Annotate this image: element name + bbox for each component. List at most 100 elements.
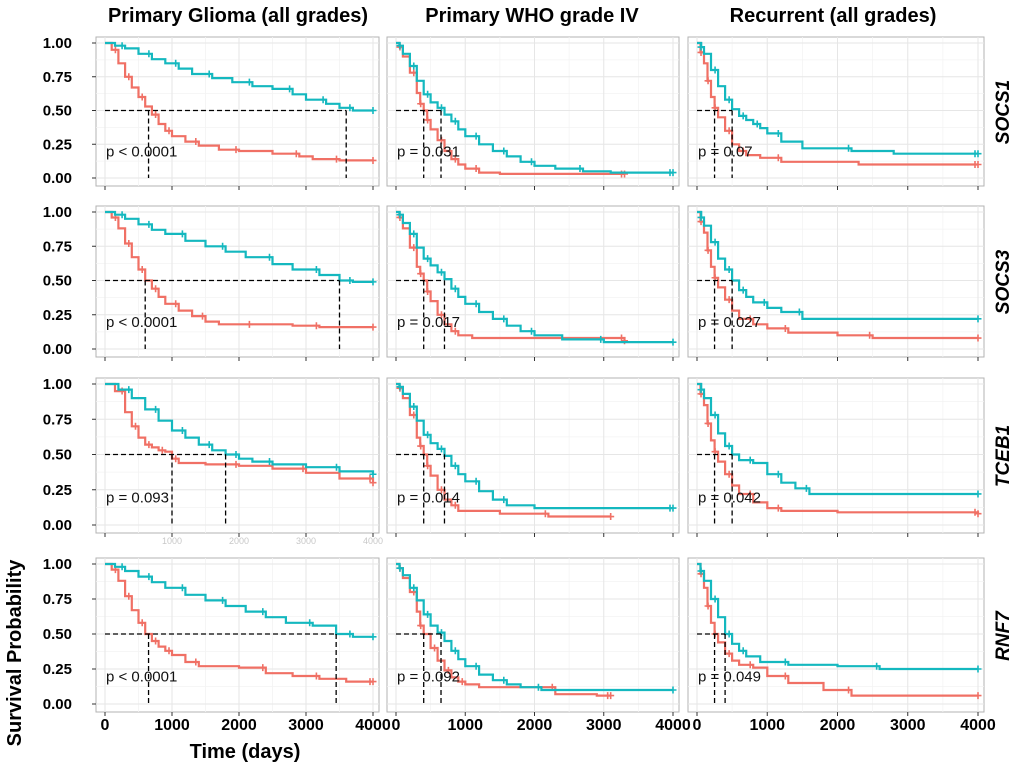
y-tick-label: 0.50	[43, 626, 72, 643]
censor-mark-high	[369, 278, 377, 286]
censor-mark-low	[704, 77, 712, 85]
p-value-label: p = 0.049	[698, 669, 761, 686]
censor-mark-high	[205, 441, 213, 449]
censor-mark-high	[725, 442, 733, 450]
y-tick-label: 1.00	[43, 376, 72, 393]
censor-mark-low	[739, 147, 747, 155]
panel-socs1-recurrent: p = 0.07	[687, 36, 985, 190]
censor-mark-low	[472, 165, 480, 173]
censor-mark-high	[178, 427, 186, 435]
censor-mark-high	[472, 662, 480, 670]
y-axis-label: Survival Probability	[4, 559, 26, 747]
p-value-label: p = 0.027	[698, 314, 761, 331]
x-tick-label: 3000	[890, 717, 926, 734]
censor-mark-high	[346, 104, 354, 112]
censor-mark-high	[472, 477, 480, 485]
y-tick-label: 0.75	[43, 69, 72, 86]
censor-mark-high	[333, 463, 340, 471]
censor-mark-high	[219, 596, 227, 604]
y-tick-label: 1.00	[43, 204, 72, 221]
censor-mark-high	[669, 686, 677, 694]
censor-mark-high	[259, 608, 267, 616]
x-tick-label: 2000	[221, 717, 257, 734]
censor-mark-high	[312, 266, 320, 274]
censor-mark-low	[781, 672, 789, 680]
censor-mark-high	[472, 300, 480, 308]
x-tick-label: 0	[693, 717, 702, 734]
censor-mark-low	[607, 692, 615, 700]
censor-mark-low	[424, 116, 432, 124]
censor-mark-high	[528, 327, 535, 335]
censor-mark-high	[437, 445, 445, 453]
censor-mark-low	[845, 686, 853, 694]
censor-mark-low	[158, 446, 166, 454]
censor-mark-low	[774, 504, 782, 512]
censor-mark-low	[152, 285, 160, 293]
censor-mark-high	[697, 213, 705, 221]
censor-mark-low	[704, 246, 712, 254]
censor-mark-high	[576, 165, 584, 173]
p-value-label: p < 0.0001	[106, 143, 177, 160]
censor-mark-high	[319, 96, 327, 104]
censor-mark-high	[739, 286, 747, 294]
censor-mark-high	[725, 96, 733, 104]
censor-mark-low	[292, 150, 300, 158]
censor-mark-high	[424, 431, 432, 439]
x-tick-label: 0	[392, 717, 401, 734]
panel-socs1-primary-glioma: p < 0.0001 0.00 0.25 0.50 0.75 1.00	[43, 35, 380, 190]
x-tick-label: 1000	[749, 717, 785, 734]
censor-mark-high	[974, 665, 982, 673]
censor-mark-high	[739, 647, 747, 655]
censor-mark-high	[711, 411, 719, 419]
p-value-label: p = 0.092	[397, 669, 460, 686]
censor-mark-high	[597, 335, 605, 343]
censor-mark-low	[725, 470, 733, 478]
km-curve-high	[396, 382, 673, 510]
y-tick-label: 1.00	[43, 35, 72, 52]
x-tick-label-faint: 1000	[162, 536, 182, 546]
km-curve-low	[697, 382, 980, 514]
x-tick-label: 2000	[820, 717, 856, 734]
censor-mark-low	[111, 46, 119, 54]
censor-mark-high	[232, 451, 240, 458]
censor-mark-high	[500, 147, 508, 155]
censor-mark-low	[541, 510, 549, 518]
censor-mark-low	[725, 650, 733, 658]
censor-mark-high	[396, 42, 404, 50]
y-tick-label: 0.75	[43, 238, 72, 255]
censor-mark-high	[974, 315, 982, 323]
p-value-label: p = 0.07	[698, 143, 753, 160]
censor-mark-low	[192, 658, 200, 666]
panel-tceb1-primary-who-iv: p = 0.014	[386, 377, 680, 537]
censor-mark-high	[697, 386, 705, 394]
km-curve-high	[697, 210, 978, 320]
censor-mark-low	[866, 331, 874, 339]
censor-mark-low	[132, 422, 139, 430]
censor-mark-high	[974, 150, 982, 158]
censor-mark-high	[245, 78, 253, 86]
km-curve-high	[697, 562, 978, 671]
censor-mark-low	[138, 619, 146, 627]
censor-mark-high	[528, 158, 535, 166]
y-tick-label: 0.00	[43, 696, 72, 713]
censor-mark-high	[145, 573, 153, 581]
km-curve-low	[105, 210, 373, 329]
y-tick-label: 0.25	[43, 661, 72, 678]
y-tick-label: 0.50	[43, 273, 72, 290]
censor-mark-high	[697, 567, 705, 575]
censor-mark-high	[451, 462, 459, 470]
censor-mark-low	[232, 146, 240, 154]
y-tick-label: 0.25	[43, 482, 72, 499]
censor-mark-low	[974, 161, 982, 168]
censor-mark-low	[417, 622, 425, 630]
km-curve-high	[105, 562, 373, 638]
censor-mark-high	[725, 630, 733, 638]
censor-mark-high	[396, 564, 404, 572]
censor-mark-low	[369, 156, 377, 164]
censor-mark-high	[369, 107, 377, 114]
censor-mark-high	[346, 630, 354, 638]
p-value-label: p < 0.0001	[106, 669, 177, 686]
y-tick-label: 0.00	[43, 517, 72, 534]
censor-mark-low	[974, 334, 982, 342]
x-tick-label: 2000	[517, 717, 553, 734]
